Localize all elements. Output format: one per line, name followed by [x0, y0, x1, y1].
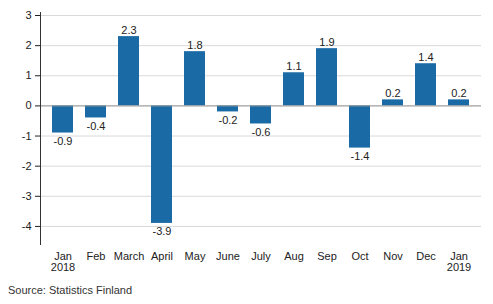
- svg-text:2.3: 2.3: [121, 24, 136, 36]
- svg-text:Jan2019: Jan2019: [447, 250, 471, 273]
- svg-text:0.2: 0.2: [385, 87, 400, 99]
- svg-text:-0.6: -0.6: [252, 126, 271, 138]
- svg-text:May: May: [185, 250, 206, 262]
- svg-text:1: 1: [25, 69, 31, 81]
- svg-text:-3: -3: [22, 190, 32, 202]
- svg-text:Jan2018: Jan2018: [51, 250, 75, 273]
- svg-text:-3.9: -3.9: [153, 225, 172, 237]
- svg-text:April: April: [151, 250, 173, 262]
- svg-text:3: 3: [25, 9, 31, 21]
- svg-text:Sep: Sep: [317, 250, 337, 262]
- svg-text:-0.2: -0.2: [219, 114, 238, 126]
- svg-text:Nov: Nov: [383, 250, 403, 262]
- svg-text:1.4: 1.4: [418, 51, 433, 63]
- svg-text:Aug: Aug: [284, 250, 304, 262]
- svg-text:0: 0: [25, 99, 31, 111]
- svg-text:0.2: 0.2: [451, 87, 466, 99]
- html-text:Source: Statistics Finland: Source: Statistics Finland: [8, 284, 133, 296]
- svg-text:Feb: Feb: [87, 250, 106, 262]
- svg-text:March: March: [114, 250, 145, 262]
- svg-text:-1: -1: [22, 130, 32, 142]
- svg-text:Oct: Oct: [351, 250, 368, 262]
- svg-text:-4: -4: [22, 220, 32, 232]
- svg-text:1.9: 1.9: [319, 36, 334, 48]
- svg-text:2: 2: [25, 39, 31, 51]
- svg-text:-0.9: -0.9: [54, 135, 73, 147]
- svg-text:June: June: [216, 250, 240, 262]
- svg-text:-1.4: -1.4: [351, 150, 370, 162]
- svg-text:1.1: 1.1: [286, 60, 301, 72]
- svg-text:-0.4: -0.4: [87, 120, 106, 132]
- svg-text:Dec: Dec: [416, 250, 436, 262]
- svg-text:July: July: [251, 250, 271, 262]
- svg-text:-2: -2: [22, 160, 32, 172]
- svg-text:1.8: 1.8: [187, 39, 202, 51]
